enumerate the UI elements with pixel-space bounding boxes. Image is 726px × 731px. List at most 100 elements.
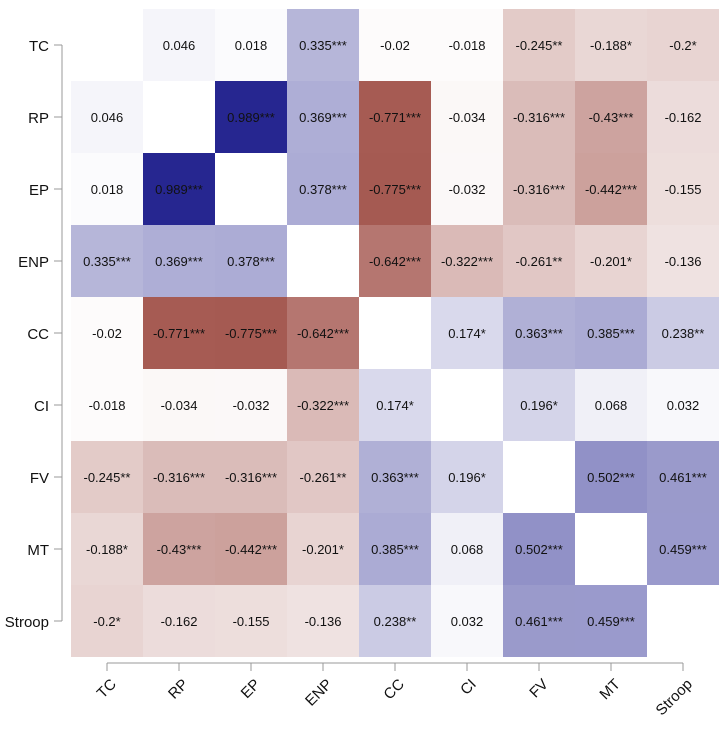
heatmap-cells bbox=[71, 9, 719, 657]
x-tick-label-enp: ENP bbox=[302, 676, 336, 710]
heatmap-cell-ep-mt bbox=[575, 153, 647, 225]
heatmap-cell-tc-fv bbox=[503, 9, 575, 81]
cell-value-label: 0.461*** bbox=[659, 470, 707, 485]
heatmap-cell-rp-enp bbox=[287, 81, 359, 153]
cell-value-label: -0.018 bbox=[449, 38, 486, 53]
cell-value-label: 0.459*** bbox=[659, 542, 707, 557]
heatmap-cell-labels: 0.046 0.018 0.335*** -0.02 -0.018 -0.245** -0.… bbox=[83, 38, 707, 629]
cell-value-label: -0.155 bbox=[233, 614, 270, 629]
cell-value-label: -0.201* bbox=[590, 254, 632, 269]
cell-value-label: 0.018 bbox=[235, 38, 268, 53]
cell-value-label: -0.2* bbox=[93, 614, 120, 629]
cell-value-label: -0.188* bbox=[86, 542, 128, 557]
cell-value-label: -0.316*** bbox=[513, 110, 565, 125]
heatmap-cell-enp-mt bbox=[575, 225, 647, 297]
x-tick-label-ep: EP bbox=[238, 676, 264, 702]
heatmap-cell-ep-fv bbox=[503, 153, 575, 225]
heatmap-cell-cc-tc bbox=[71, 297, 143, 369]
heatmap-cell-stroop-enp bbox=[287, 585, 359, 657]
cell-value-label: -0.442*** bbox=[585, 182, 637, 197]
cell-value-label: -0.261** bbox=[516, 254, 563, 269]
cell-value-label: -0.032 bbox=[449, 182, 486, 197]
x-tick-label-mt: MT bbox=[596, 676, 623, 703]
heatmap-cell-stroop-ep bbox=[215, 585, 287, 657]
cell-value-label: -0.034 bbox=[449, 110, 486, 125]
heatmap-cell-mt-tc bbox=[71, 513, 143, 585]
cell-value-label: 0.196* bbox=[520, 398, 558, 413]
heatmap-cell-ci-ep bbox=[215, 369, 287, 441]
heatmap-cell-stroop-mt bbox=[575, 585, 647, 657]
heatmap-cell-mt-ep bbox=[215, 513, 287, 585]
cell-value-label: -0.201* bbox=[302, 542, 344, 557]
cell-value-label: 0.378*** bbox=[227, 254, 275, 269]
cell-value-label: -0.245** bbox=[516, 38, 563, 53]
heatmap-cell-ep-stroop bbox=[647, 153, 719, 225]
cell-value-label: -0.771*** bbox=[369, 110, 421, 125]
cell-value-label: -0.322*** bbox=[297, 398, 349, 413]
heatmap-cell-stroop-tc bbox=[71, 585, 143, 657]
cell-value-label: 0.335*** bbox=[299, 38, 347, 53]
heatmap-cell-rp-cc bbox=[359, 81, 431, 153]
heatmap-cell-rp-stroop bbox=[647, 81, 719, 153]
cell-value-label: 0.461*** bbox=[515, 614, 563, 629]
heatmap-cell-ep-rp bbox=[143, 153, 215, 225]
cell-value-label: -0.162 bbox=[665, 110, 702, 125]
cell-value-label: -0.642*** bbox=[297, 326, 349, 341]
cell-value-label: 0.068 bbox=[595, 398, 628, 413]
cell-value-label: -0.771*** bbox=[153, 326, 205, 341]
heatmap-cell-cc-rp bbox=[143, 297, 215, 369]
heatmap-cell-rp-tc bbox=[71, 81, 143, 153]
y-axis: TC RP EP ENP CC CI FV MT Stroop bbox=[5, 38, 63, 631]
heatmap-cell-fv-ci bbox=[431, 441, 503, 513]
x-axis: TC RP EP ENP CC CI FV MT Stroop bbox=[94, 662, 696, 719]
heatmap-cell-enp-fv bbox=[503, 225, 575, 297]
heatmap-cell-cc-mt bbox=[575, 297, 647, 369]
heatmap-cell-ep-ci bbox=[431, 153, 503, 225]
y-tick-label-stroop: Stroop bbox=[5, 614, 49, 631]
heatmap-cell-stroop-fv bbox=[503, 585, 575, 657]
cell-value-label: 0.032 bbox=[667, 398, 700, 413]
cell-value-label: 0.459*** bbox=[587, 614, 635, 629]
cell-value-label: 0.046 bbox=[91, 110, 124, 125]
cell-value-label: 0.369*** bbox=[155, 254, 203, 269]
cell-value-label: 0.238** bbox=[662, 326, 705, 341]
heatmap-cell-cc-fv bbox=[503, 297, 575, 369]
heatmap-cell-cc-ep bbox=[215, 297, 287, 369]
cell-value-label: 0.363*** bbox=[515, 326, 563, 341]
cell-value-label: -0.2* bbox=[669, 38, 696, 53]
cell-value-label: -0.43*** bbox=[589, 110, 634, 125]
heatmap-cell-mt-ci bbox=[431, 513, 503, 585]
cell-value-label: -0.136 bbox=[665, 254, 702, 269]
cell-value-label: 0.238** bbox=[374, 614, 417, 629]
y-tick-label-fv: FV bbox=[30, 470, 49, 487]
x-tick-label-rp: RP bbox=[165, 676, 192, 703]
cell-value-label: -0.316*** bbox=[513, 182, 565, 197]
cell-value-label: -0.316*** bbox=[153, 470, 205, 485]
heatmap-cell-fv-stroop bbox=[647, 441, 719, 513]
cell-value-label: -0.642*** bbox=[369, 254, 421, 269]
heatmap-cell-cc-stroop bbox=[647, 297, 719, 369]
heatmap-cell-enp-ep bbox=[215, 225, 287, 297]
heatmap-cell-rp-fv bbox=[503, 81, 575, 153]
cell-value-label: -0.775*** bbox=[369, 182, 421, 197]
cell-value-label: -0.032 bbox=[233, 398, 270, 413]
x-tick-label-ci: CI bbox=[457, 676, 480, 699]
heatmap-cell-fv-cc bbox=[359, 441, 431, 513]
heatmap-cell-fv-tc bbox=[71, 441, 143, 513]
cell-value-label: 0.385*** bbox=[587, 326, 635, 341]
cell-value-label: -0.162 bbox=[161, 614, 198, 629]
cell-value-label: 0.989*** bbox=[155, 182, 203, 197]
x-tick-label-fv: FV bbox=[526, 676, 552, 702]
y-tick-label-mt: MT bbox=[27, 542, 49, 559]
heatmap-cell-ep-enp bbox=[287, 153, 359, 225]
y-tick-label-enp: ENP bbox=[18, 254, 49, 271]
heatmap-cell-stroop-rp bbox=[143, 585, 215, 657]
heatmap-cell-rp-mt bbox=[575, 81, 647, 153]
heatmap-cell-ci-tc bbox=[71, 369, 143, 441]
cell-value-label: 0.502*** bbox=[587, 470, 635, 485]
heatmap-cell-ci-stroop bbox=[647, 369, 719, 441]
x-tick-label-tc: TC bbox=[94, 676, 120, 702]
x-tick-label-cc: CC bbox=[380, 676, 407, 703]
